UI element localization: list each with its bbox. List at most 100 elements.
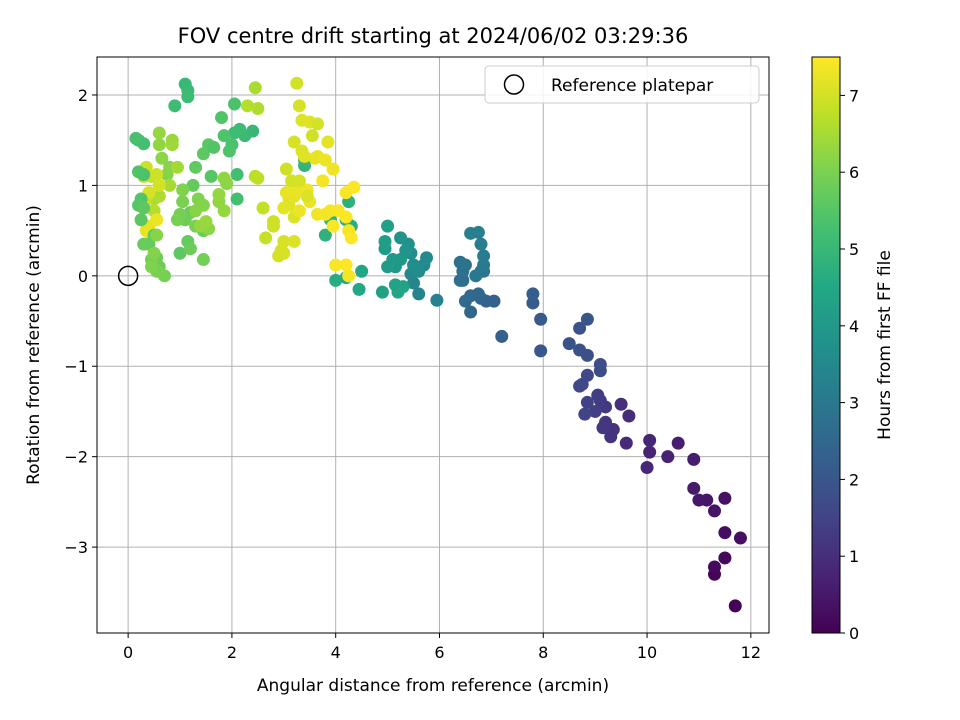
x-tick-label: 6 — [434, 643, 444, 662]
data-point — [279, 162, 293, 176]
data-point — [168, 99, 182, 113]
data-point — [277, 234, 291, 248]
data-point — [287, 135, 301, 149]
y-tick-label: −1 — [64, 357, 88, 376]
data-point — [298, 149, 312, 163]
reference-point — [117, 265, 139, 287]
data-point — [230, 192, 244, 206]
data-point — [643, 433, 657, 447]
x-tick-label: 0 — [123, 643, 133, 662]
data-point — [355, 264, 369, 278]
data-point — [614, 397, 628, 411]
data-point — [687, 452, 701, 466]
data-point — [279, 186, 293, 200]
data-point — [150, 213, 164, 227]
data-point — [580, 368, 594, 382]
data-point — [375, 285, 389, 299]
data-point — [311, 117, 325, 131]
data-point — [718, 526, 732, 540]
colorbar-label: Hours from first FF file — [875, 250, 895, 440]
x-tick-label: 10 — [637, 643, 657, 662]
data-point — [230, 168, 244, 182]
reference-marker — [117, 265, 139, 287]
data-point — [137, 201, 151, 215]
data-point — [134, 213, 148, 227]
y-axis-ticks: −3 −2 −1 0 1 2 — [64, 86, 97, 557]
data-point — [412, 287, 426, 301]
data-point — [318, 228, 332, 242]
x-tick-label: 2 — [227, 643, 237, 662]
data-point — [381, 219, 395, 233]
data-point — [176, 195, 190, 209]
legend: Reference platepar — [484, 65, 760, 104]
data-point — [305, 129, 319, 143]
data-point — [152, 138, 166, 152]
data-point — [165, 138, 179, 152]
data-point — [277, 246, 291, 260]
data-point — [342, 269, 356, 283]
x-axis-ticks: 0 2 4 6 8 10 12 — [123, 633, 761, 662]
data-point — [378, 234, 392, 248]
y-tick-label: −3 — [64, 538, 88, 557]
data-point — [562, 337, 576, 351]
data-point — [474, 237, 488, 251]
data-point — [640, 461, 654, 475]
data-points — [129, 76, 747, 613]
data-point — [152, 178, 166, 192]
y-tick-label: −2 — [64, 448, 88, 467]
data-point — [580, 312, 594, 326]
data-point — [321, 135, 335, 149]
chart-title: FOV centre drift starting at 2024/06/02 … — [178, 24, 689, 48]
data-point — [728, 599, 742, 613]
data-point — [573, 343, 587, 357]
data-point — [152, 126, 166, 140]
data-point — [593, 357, 607, 371]
data-point — [580, 395, 594, 409]
data-point — [181, 90, 195, 104]
data-point — [204, 169, 218, 183]
data-point — [469, 269, 483, 283]
x-tick-label: 8 — [538, 643, 548, 662]
y-tick-label: 0 — [78, 267, 88, 286]
data-point — [150, 228, 164, 242]
data-point — [196, 253, 210, 267]
data-point — [596, 421, 610, 435]
data-point — [228, 97, 242, 111]
data-point — [189, 160, 203, 174]
data-point — [464, 226, 478, 240]
data-point — [256, 201, 270, 215]
colorbar-tick-label: 5 — [849, 240, 859, 259]
data-point — [228, 126, 242, 140]
legend-entry-reference: Reference platepar — [551, 76, 713, 96]
grid-lines — [97, 57, 769, 633]
data-point — [248, 81, 262, 95]
data-point — [189, 204, 203, 218]
data-point — [207, 140, 221, 154]
data-point — [217, 171, 231, 185]
data-point — [170, 213, 184, 227]
data-point — [300, 189, 314, 203]
data-point — [708, 560, 722, 574]
data-point — [591, 388, 605, 402]
data-point — [573, 321, 587, 335]
data-point — [394, 231, 408, 245]
data-point — [458, 294, 472, 308]
data-point — [292, 204, 306, 218]
data-point — [199, 215, 213, 229]
data-point — [477, 249, 491, 263]
data-point — [215, 111, 229, 125]
colorbar-tick-label: 0 — [849, 624, 859, 643]
data-point — [277, 201, 291, 215]
data-point — [391, 285, 405, 299]
y-tick-label: 1 — [78, 176, 88, 195]
data-point — [687, 481, 701, 495]
data-point — [292, 99, 306, 113]
data-point — [526, 287, 540, 301]
data-point — [718, 491, 732, 505]
data-point — [477, 258, 491, 272]
data-point — [622, 409, 636, 423]
data-point — [344, 231, 358, 245]
data-point — [329, 273, 343, 287]
data-point — [326, 162, 340, 176]
data-point — [287, 234, 301, 248]
